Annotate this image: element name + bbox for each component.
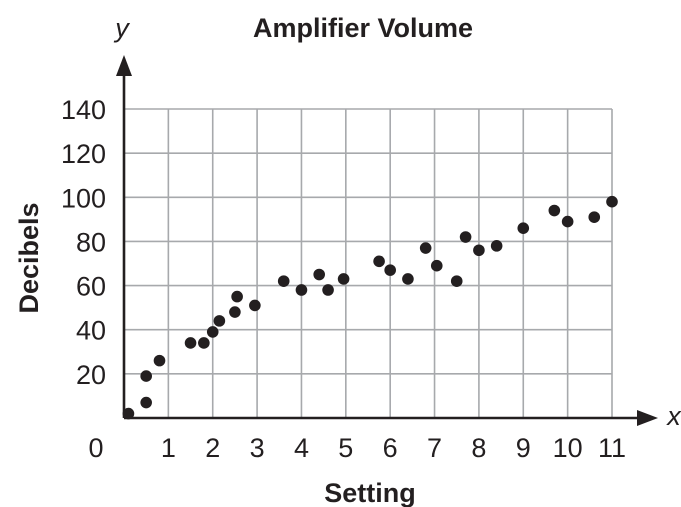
data-point [231, 290, 243, 303]
origin-label: 0 [88, 433, 103, 463]
data-point [249, 299, 261, 312]
data-point [206, 326, 219, 338]
y-tick-label: 40 [76, 316, 106, 346]
data-point [588, 211, 601, 223]
x-tick-label: 10 [553, 433, 583, 463]
data-point [229, 306, 241, 318]
x-axis-arrow [637, 410, 658, 426]
data-point [430, 259, 443, 272]
x-axis-label: Setting [324, 478, 416, 507]
data-point [295, 284, 308, 296]
data-point [277, 275, 290, 287]
x-tick-label: 1 [161, 433, 176, 463]
data-point [517, 222, 530, 234]
data-point [140, 370, 152, 382]
x-tick-label: 11 [598, 433, 626, 463]
y-axis-letter: y [113, 13, 130, 43]
y-tick-label: 60 [76, 272, 106, 302]
data-point [606, 195, 618, 208]
x-tick-label: 2 [205, 433, 220, 463]
x-tick-label: 6 [383, 433, 398, 463]
data-point [459, 231, 472, 243]
data-point [122, 407, 135, 420]
y-axis-arrow [116, 55, 132, 76]
x-tick-label: 7 [427, 433, 442, 463]
data-point [198, 337, 210, 349]
data-point [450, 275, 463, 287]
y-tick-label: 80 [76, 227, 106, 257]
data-point [140, 396, 152, 409]
data-point [402, 273, 414, 285]
x-tick-label: 3 [250, 433, 265, 463]
x-tick-label: 8 [471, 433, 486, 463]
x-tick-label: 5 [338, 433, 353, 463]
data-point [313, 268, 326, 281]
data-point [419, 242, 432, 254]
x-tick-labels: 1 2 3 4 5 6 7 8 9 10 11 [161, 433, 626, 463]
data-point [384, 264, 396, 276]
data-point [153, 354, 166, 367]
y-tick-label: 120 [61, 139, 106, 169]
data-points [122, 195, 618, 420]
x-tick-label: 9 [516, 433, 531, 463]
axes [116, 55, 658, 426]
x-axis-letter: x [665, 401, 681, 431]
data-point [213, 315, 226, 327]
y-tick-label: 100 [61, 183, 106, 213]
x-tick-label: 4 [294, 433, 309, 463]
data-point [322, 284, 334, 296]
data-point [473, 244, 485, 257]
y-tick-label: 20 [76, 360, 106, 390]
y-tick-label: 140 [61, 95, 106, 125]
data-point [184, 337, 197, 349]
grid [124, 108, 613, 418]
chart-title: Amplifier Volume [253, 13, 473, 43]
data-point [373, 255, 385, 268]
data-point [490, 240, 503, 252]
y-axis-label: Decibels [14, 202, 44, 313]
data-point [561, 215, 574, 228]
data-point [548, 204, 561, 217]
y-tick-labels: 20 40 60 80 100 120 140 [61, 95, 106, 390]
data-point [337, 273, 350, 285]
